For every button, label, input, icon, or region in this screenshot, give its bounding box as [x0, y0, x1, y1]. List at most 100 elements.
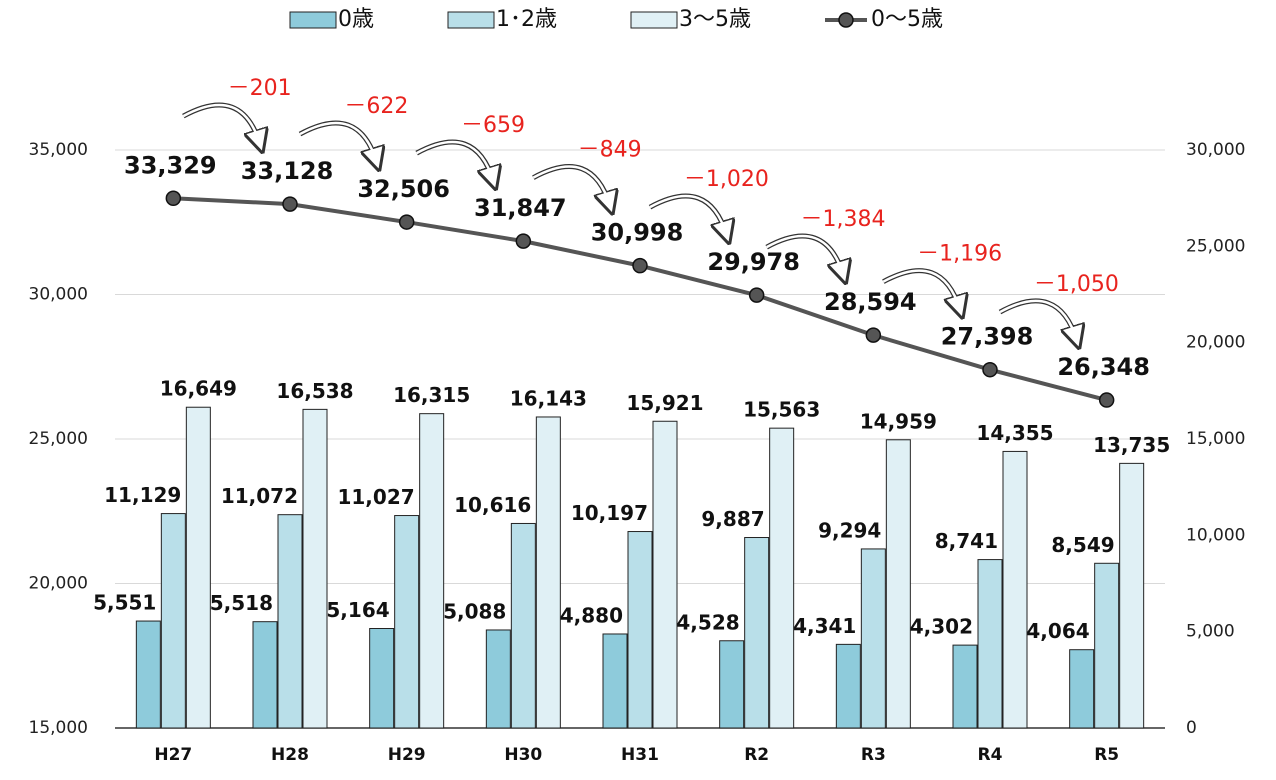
- bar-label: 9,294: [818, 518, 881, 542]
- bar: [302, 408, 328, 729]
- line-marker: [515, 233, 532, 249]
- bar-label: 4,064: [1026, 619, 1089, 643]
- bar: [769, 427, 795, 729]
- bar: [185, 406, 211, 729]
- line-marker: [865, 327, 882, 343]
- y2-tick-label: 15,000: [1186, 429, 1245, 449]
- x-tick-label: R2: [744, 745, 769, 765]
- annotation: －1,050: [1034, 272, 1119, 297]
- legend-label: 0～5歳: [871, 7, 943, 32]
- y-tick-label: 25,000: [29, 429, 88, 449]
- bar: [510, 522, 536, 729]
- line-label: 32,506: [357, 175, 450, 203]
- y2-tick-label: 20,000: [1186, 333, 1245, 353]
- bar: [160, 513, 186, 729]
- bar-label: 8,549: [1051, 533, 1114, 557]
- line-label: 29,978: [707, 248, 800, 276]
- line-marker: [632, 257, 648, 274]
- y2-tick-label: 10,000: [1186, 525, 1245, 545]
- legend-swatch: [630, 11, 678, 29]
- x-tick-label: H28: [271, 745, 309, 765]
- annotation: －1,384: [801, 207, 886, 232]
- annotation-arrow-inner: [766, 234, 845, 276]
- bar: [885, 439, 911, 729]
- y2-tick-label: 0: [1186, 718, 1197, 738]
- x-tick-label: R4: [978, 745, 1003, 765]
- bar: [535, 416, 561, 729]
- bar-label: 11,072: [221, 484, 298, 508]
- bar-label: 4,528: [676, 610, 739, 634]
- bar-label: 5,551: [93, 591, 156, 615]
- bar-label: 15,563: [743, 398, 820, 422]
- bar: [1094, 562, 1120, 729]
- y-tick-label: 30,000: [29, 285, 88, 305]
- annotation-arrow-inner: [999, 299, 1078, 341]
- bar-label: 16,538: [276, 379, 353, 403]
- line-marker: [398, 214, 415, 230]
- bar: [719, 640, 745, 729]
- bar: [1119, 462, 1145, 729]
- bar-label: 5,164: [326, 598, 389, 622]
- line-label: 26,348: [1057, 353, 1150, 381]
- bar: [369, 628, 395, 729]
- line-marker: [982, 361, 998, 378]
- bar-label: 5,518: [210, 591, 273, 615]
- annotation-arrow-inner: [416, 140, 495, 182]
- annotation: －622: [344, 94, 408, 119]
- x-tick-label: H31: [621, 745, 659, 765]
- x-tick-label: R3: [861, 745, 886, 765]
- bar: [627, 531, 653, 729]
- legend-marker: [838, 12, 854, 28]
- y2-tick-label: 25,000: [1186, 236, 1245, 256]
- bar: [1069, 649, 1095, 729]
- legend-label: 0歳: [338, 7, 374, 32]
- line-marker: [1098, 392, 1115, 408]
- bar-label: 16,143: [510, 386, 587, 410]
- bar: [835, 643, 861, 729]
- x-tick-label: H30: [504, 745, 542, 765]
- bar-label: 13,735: [1093, 433, 1170, 457]
- bar-label: 11,027: [337, 485, 414, 509]
- bar: [1002, 450, 1028, 729]
- line-label: 33,329: [124, 151, 217, 179]
- bar-label: 11,129: [104, 483, 181, 507]
- y2-tick-label: 5,000: [1186, 622, 1235, 642]
- bar-label: 10,197: [571, 501, 648, 525]
- bar-label: 4,341: [793, 614, 856, 638]
- bar-label: 9,887: [701, 507, 764, 531]
- annotation-arrow-inner: [649, 194, 728, 236]
- bar: [277, 514, 303, 729]
- y-tick-label: 15,000: [29, 718, 88, 738]
- legend-label: 3～5歳: [679, 7, 751, 32]
- bar-label: 5,088: [443, 599, 506, 623]
- y-tick-label: 35,000: [29, 140, 88, 160]
- bar-label: 15,921: [626, 391, 703, 415]
- annotation: －659: [461, 113, 525, 138]
- bar-label: 14,959: [860, 409, 937, 433]
- bar: [977, 559, 1003, 729]
- bar-label: 10,616: [454, 493, 531, 517]
- bar: [252, 621, 278, 729]
- annotation-arrow-inner: [532, 165, 612, 207]
- bar: [394, 515, 420, 729]
- bar: [485, 629, 511, 729]
- annotation: －1,020: [684, 167, 769, 192]
- line-label: 31,847: [474, 194, 567, 222]
- annotation: －1,196: [917, 242, 1002, 267]
- line-marker: [748, 287, 765, 303]
- y-tick-label: 20,000: [29, 574, 88, 594]
- line-label: 27,398: [941, 323, 1034, 351]
- annotation-arrow-inner: [299, 121, 378, 163]
- line-marker: [165, 190, 182, 207]
- bar: [602, 633, 628, 729]
- bar: [744, 537, 770, 729]
- y2-tick-label: 30,000: [1186, 140, 1245, 160]
- line-marker: [282, 196, 298, 212]
- bar-label: 16,315: [393, 383, 470, 407]
- annotation-arrow-inner: [882, 269, 962, 311]
- x-tick-label: R5: [1094, 745, 1119, 765]
- x-tick-label: H27: [154, 745, 192, 765]
- line-label: 30,998: [591, 219, 684, 247]
- bar-label: 16,649: [160, 377, 237, 401]
